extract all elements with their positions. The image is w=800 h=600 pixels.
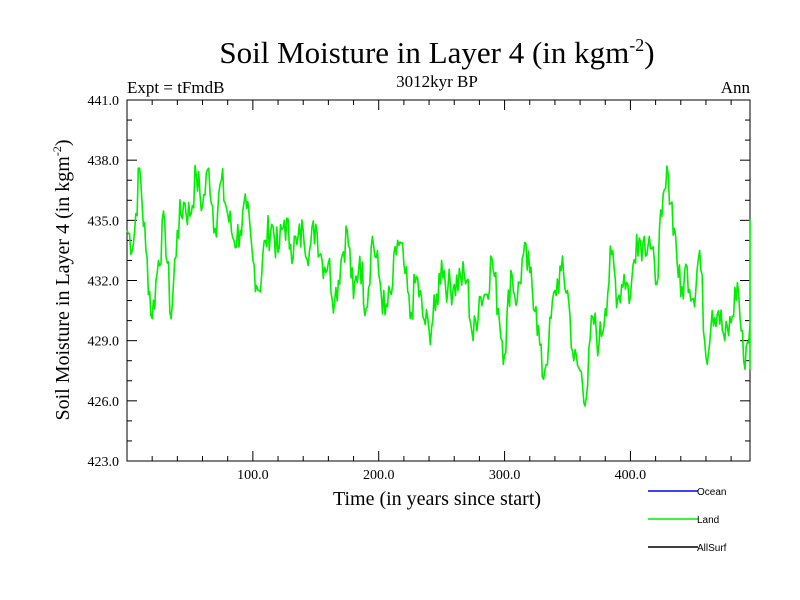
y-tick-label: 441.0 xyxy=(88,94,120,109)
season-label: Ann xyxy=(721,78,751,97)
chart-subtitle: 3012kyr BP xyxy=(396,72,478,91)
x-axis-label: Time (in years since start) xyxy=(333,488,541,510)
y-tick-label: 435.0 xyxy=(88,214,120,229)
legend-label-allsurf: AllSurf xyxy=(697,543,727,554)
y-tick-label: 426.0 xyxy=(88,395,120,410)
chart-title: Soil Moisture in Layer 4 (in kgm-2) xyxy=(219,35,654,70)
y-axis: 423.0 426.0 429.0 432.0 435.0 438.0 441.0 xyxy=(88,94,750,470)
x-tick-label: 400.0 xyxy=(615,468,647,483)
y-tick-label: 438.0 xyxy=(88,154,120,169)
x-tick-label: 200.0 xyxy=(363,468,395,483)
x-axis: 100.0 200.0 300.0 400.0 xyxy=(151,100,732,483)
experiment-label: Expt = tFmdB xyxy=(127,78,224,97)
y-tick-label: 423.0 xyxy=(88,455,120,470)
y-tick-label: 429.0 xyxy=(88,335,120,350)
x-tick-label: 300.0 xyxy=(489,468,521,483)
legend: Ocean Land AllSurf xyxy=(648,487,727,554)
legend-label-land: Land xyxy=(697,515,719,526)
legend-label-ocean: Ocean xyxy=(697,487,726,498)
x-tick-label: 100.0 xyxy=(237,468,269,483)
y-tick-label: 432.0 xyxy=(88,275,120,290)
land-series-line xyxy=(126,164,751,407)
y-axis-label: Soil Moisture in Layer 4 (in kgm-2) xyxy=(50,139,74,420)
